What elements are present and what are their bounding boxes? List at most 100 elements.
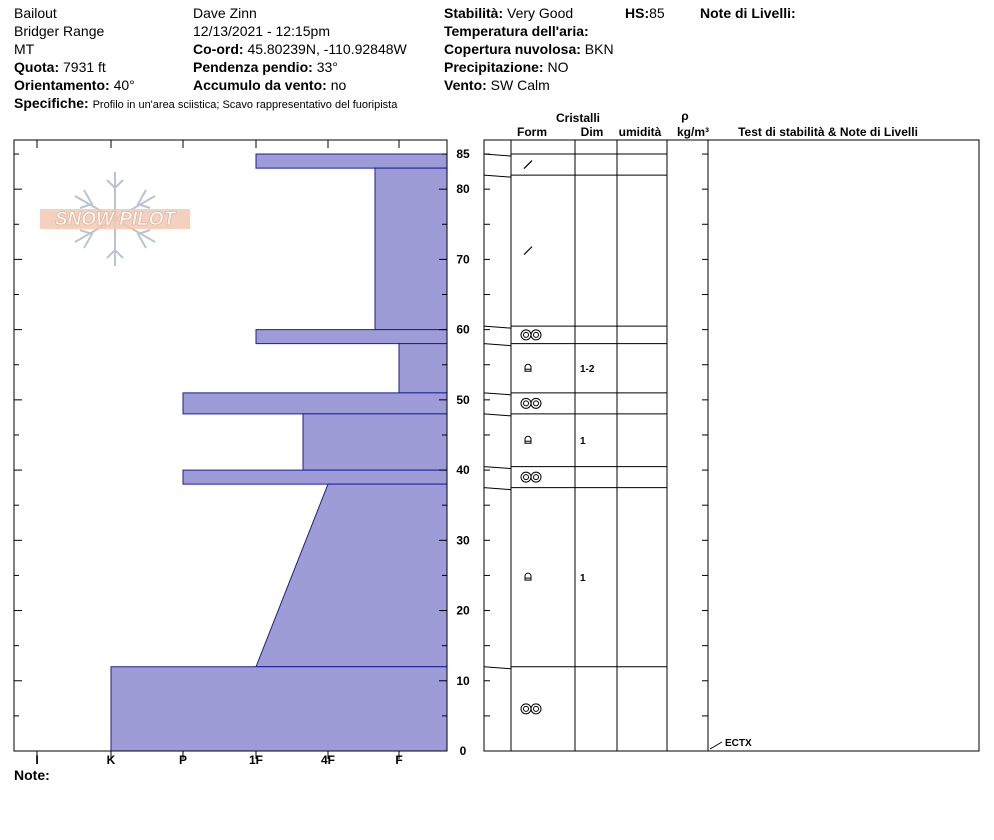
melt-freeze-outer-left <box>520 703 532 715</box>
layer-6 <box>520 471 542 483</box>
layer-dim-5: 1 <box>580 436 586 447</box>
layer-notes-title: Note di Livelli: <box>700 5 796 21</box>
layer-2 <box>520 329 542 341</box>
faceted-grain-icon <box>524 435 532 444</box>
melt-freeze-outer-left <box>520 397 532 409</box>
melt-freeze-grain-icon <box>520 703 542 715</box>
layer-7: 1 <box>524 572 586 584</box>
melt-freeze-outer-right <box>530 397 542 409</box>
hardness-layer-0 <box>255 153 448 169</box>
melt-freeze-grain-icon <box>520 471 542 483</box>
range: Bridger Range <box>14 23 105 39</box>
melt-freeze-inner-left <box>523 331 529 338</box>
hardness-layer-2 <box>255 329 448 345</box>
test-label-0: ECTX <box>725 738 752 749</box>
cloud-cover: Copertura nuvolosa: BKN <box>444 41 614 57</box>
layer-connector <box>483 466 512 470</box>
layer-0 <box>523 160 533 170</box>
stability: Stabilità: Very Good <box>444 5 574 21</box>
melt-freeze-inner-right <box>533 705 539 712</box>
x-tick-label-1F: 1F <box>249 753 263 767</box>
layer-connector <box>483 153 512 157</box>
x-tick-label-I: I <box>35 753 38 767</box>
layer-connector <box>483 392 512 396</box>
melt-freeze-inner-right <box>533 474 539 481</box>
layer-connector <box>483 343 512 347</box>
melt-freeze-outer-right <box>530 703 542 715</box>
y-tick-label-80: 80 <box>456 182 470 196</box>
y-tick-label-10: 10 <box>456 674 470 688</box>
hardness-layer-3 <box>398 343 448 394</box>
layer-dim-3: 1-2 <box>580 364 595 375</box>
density-symbol: ρ <box>681 109 688 123</box>
layer-connector <box>483 325 512 329</box>
hardness-profile <box>110 153 448 752</box>
test-pointer-0 <box>709 741 723 750</box>
layer-3: 1-2 <box>524 363 595 375</box>
melt-freeze-outer-left <box>520 329 532 341</box>
x-tick-label-K: K <box>107 753 116 767</box>
y-tick-label-20: 20 <box>456 604 470 618</box>
y-tick-label-60: 60 <box>456 323 470 337</box>
melt-freeze-grain-icon <box>520 329 542 341</box>
air-temperature: Temperatura dell'aria: <box>444 23 589 39</box>
decomposing-grain-icon <box>523 246 533 256</box>
y-tick-label-85: 85 <box>456 147 470 161</box>
hardness-graph-frame <box>13 139 448 752</box>
datetime: 12/13/2021 - 12:15pm <box>193 23 330 39</box>
faceted-grain-icon <box>524 363 532 372</box>
stability-tests: ECTX <box>709 738 752 750</box>
coordinates: Co-ord: 45.80239N, -110.92848W <box>193 41 407 57</box>
note-label: Note: <box>14 767 50 783</box>
snow-height: HS:85 <box>625 5 665 21</box>
snowpilot-logo: SNOW PILOT <box>40 172 190 266</box>
precipitation: Precipitazione: NO <box>444 59 569 75</box>
melt-freeze-grain-icon <box>520 397 542 409</box>
layer-8 <box>520 703 542 715</box>
decomposing-grain-icon <box>523 160 533 170</box>
layer-1 <box>523 246 533 256</box>
layers-table-frame <box>483 139 980 752</box>
y-tick-label-40: 40 <box>456 463 470 477</box>
hardness-layer-7 <box>255 483 448 668</box>
melt-freeze-outer-left <box>520 471 532 483</box>
y-tick-label-30: 30 <box>456 533 470 547</box>
layer-connector <box>483 487 512 491</box>
layers-table: 1-2 1 1 <box>483 153 667 715</box>
wind: Vento: SW Calm <box>444 77 550 93</box>
melt-freeze-outer-right <box>530 471 542 483</box>
density-header: kg/m³ <box>677 125 709 139</box>
layer-connector <box>483 666 512 670</box>
aspect: Orientamento: 40° <box>14 77 135 93</box>
layer-connector <box>483 413 512 417</box>
hardness-layer-6 <box>182 469 448 485</box>
slope: Pendenza pendio: 33° <box>193 59 338 75</box>
x-tick-label-P: P <box>179 753 187 767</box>
hardness-layer-8 <box>110 666 448 752</box>
observer: Dave Zinn <box>193 5 257 21</box>
layer-4 <box>520 397 542 409</box>
faceted-grain-icon <box>524 572 532 581</box>
melt-freeze-inner-left <box>523 705 529 712</box>
dim-header: Dim <box>581 125 604 139</box>
height-axis: 0 10 20 30 40 50 60 70 80 85 <box>14 147 708 758</box>
hardness-layer-1 <box>374 167 448 331</box>
x-tick-label-4F: 4F <box>321 753 335 767</box>
specifics: Specifiche: Profilo in un'area sciistica… <box>14 95 398 111</box>
location: Bailout <box>14 5 57 21</box>
wind-loading: Accumulo da vento: no <box>193 77 347 93</box>
state: MT <box>14 41 35 57</box>
melt-freeze-inner-left <box>523 474 529 481</box>
form-header: Form <box>517 125 547 139</box>
hardness-layer-4 <box>182 392 448 415</box>
y-tick-label-0: 0 <box>460 744 467 758</box>
hardness-axis: I K P 1F 4F F <box>35 140 403 767</box>
y-tick-label-50: 50 <box>456 393 470 407</box>
tests-header: Test di stabilità & Note di Livelli <box>738 125 918 139</box>
y-tick-label-70: 70 <box>456 252 470 266</box>
logo-text: SNOW PILOT <box>55 209 177 230</box>
melt-freeze-inner-right <box>533 331 539 338</box>
crystals-header: Cristalli <box>556 111 600 125</box>
melt-freeze-outer-right <box>530 329 542 341</box>
